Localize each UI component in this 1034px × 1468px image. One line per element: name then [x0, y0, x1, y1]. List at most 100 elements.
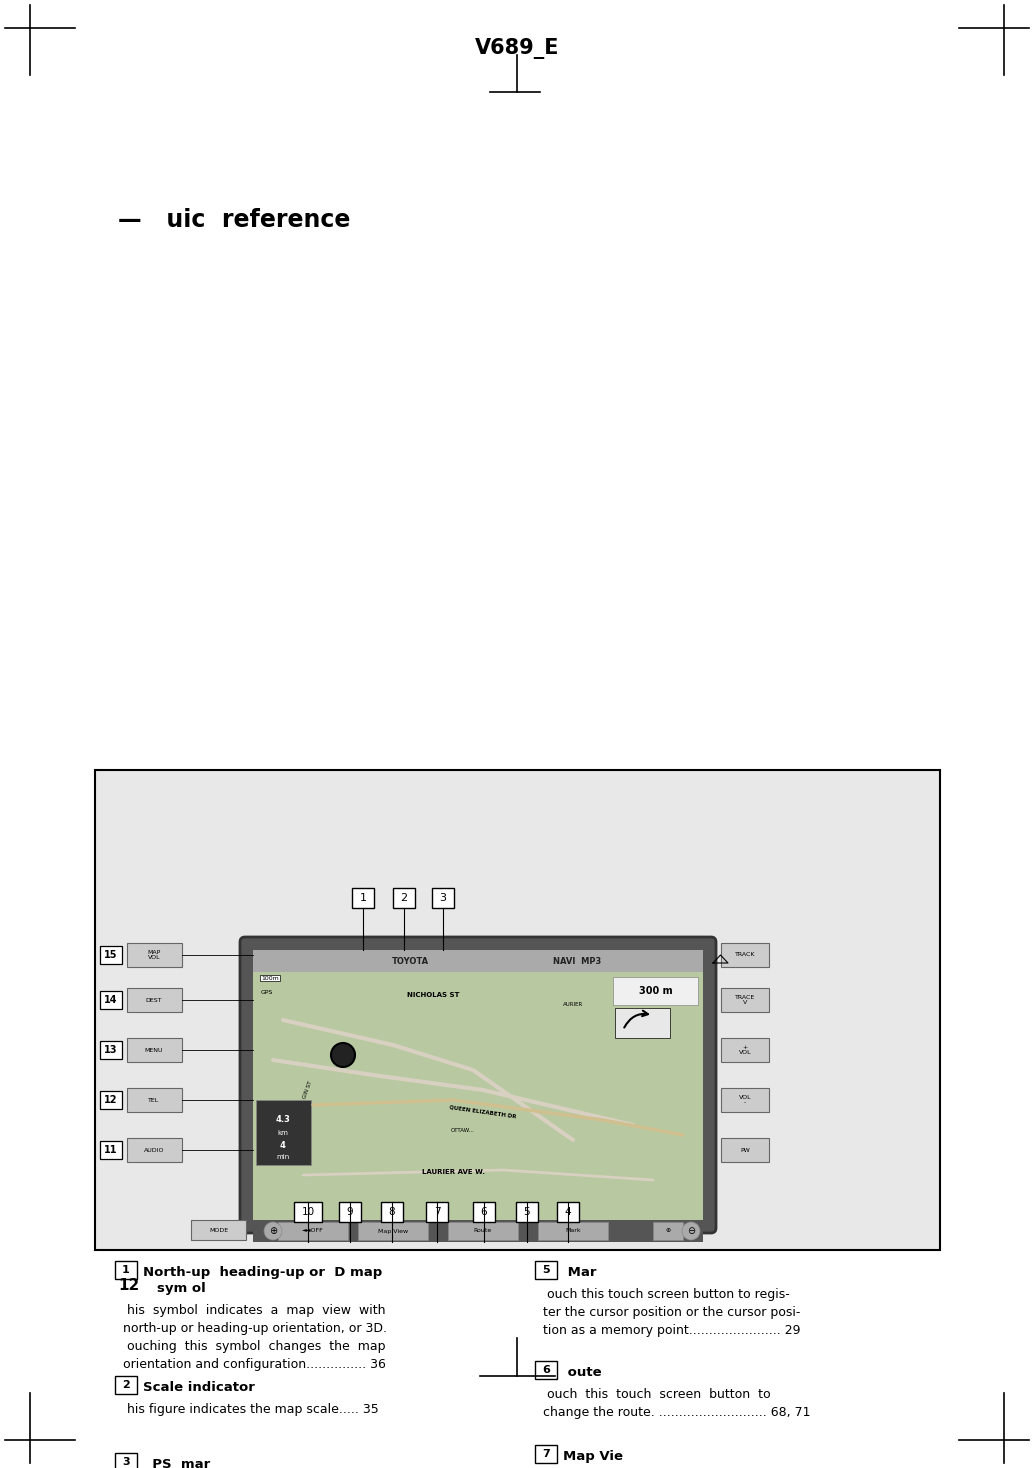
Text: V689_E: V689_E — [475, 38, 559, 59]
Text: 11: 11 — [104, 1145, 118, 1155]
Bar — [95, 771, 940, 1249]
Text: his  symbol  indicates  a  map  view  with
north-up or heading-up orientation, o: his symbol indicates a map view with nor… — [123, 1304, 387, 1371]
Text: +
VOL: + VOL — [738, 1045, 752, 1055]
Text: OTTAW...: OTTAW... — [451, 1127, 475, 1132]
Text: —   uic  reference: — uic reference — [118, 208, 351, 232]
Text: 12: 12 — [104, 1095, 118, 1105]
Bar — [253, 950, 703, 972]
Bar — [535, 1261, 557, 1279]
Text: 2: 2 — [122, 1380, 130, 1390]
Text: Mar: Mar — [562, 1265, 601, 1279]
Text: Mark: Mark — [566, 1229, 581, 1233]
Bar — [393, 888, 415, 909]
Bar — [100, 1091, 122, 1108]
Text: DEST: DEST — [146, 997, 162, 1003]
Text: ⊕: ⊕ — [269, 1226, 277, 1236]
Text: AURIER: AURIER — [562, 1003, 583, 1007]
Bar — [426, 1202, 448, 1221]
Text: km: km — [277, 1130, 288, 1136]
Text: sym ol: sym ol — [157, 1282, 206, 1295]
Text: 4: 4 — [280, 1142, 286, 1151]
Text: LAURIER AVE W.: LAURIER AVE W. — [422, 1169, 485, 1174]
Text: North-up  heading-up or  D map: North-up heading-up or D map — [143, 1265, 383, 1279]
Bar — [100, 991, 122, 1009]
Text: TRACE
V: TRACE V — [735, 995, 755, 1006]
Bar — [615, 1009, 670, 1038]
Bar — [100, 945, 122, 964]
Text: MAP
VOL: MAP VOL — [148, 950, 160, 960]
Text: 9: 9 — [346, 1207, 354, 1217]
Text: VOL
-: VOL - — [738, 1095, 752, 1105]
Bar — [653, 1221, 683, 1240]
Text: 15: 15 — [104, 950, 118, 960]
Text: oute: oute — [562, 1367, 602, 1378]
FancyBboxPatch shape — [240, 937, 716, 1233]
Text: Map Vie: Map Vie — [562, 1450, 628, 1464]
Text: ouch this touch screen button to regis-
ter the cursor position or the cursor po: ouch this touch screen button to regis- … — [543, 1287, 800, 1337]
Bar — [115, 1376, 136, 1395]
Text: Scale indicator: Scale indicator — [143, 1381, 254, 1395]
Text: 13: 13 — [104, 1045, 118, 1055]
Text: 100m: 100m — [261, 976, 279, 981]
Text: NAVI  MP3: NAVI MP3 — [553, 957, 601, 966]
Bar — [127, 1088, 182, 1111]
Text: GPS: GPS — [261, 989, 273, 994]
Bar — [100, 1141, 122, 1160]
Bar — [432, 888, 454, 909]
Text: 8: 8 — [389, 1207, 395, 1217]
Bar — [253, 950, 703, 1220]
Bar — [253, 1220, 703, 1242]
Text: MODE: MODE — [210, 1227, 229, 1233]
Text: 7: 7 — [542, 1449, 550, 1459]
Bar — [721, 988, 769, 1011]
Text: 4.3: 4.3 — [276, 1116, 291, 1124]
Text: 3: 3 — [122, 1458, 130, 1467]
Text: 4: 4 — [565, 1207, 572, 1217]
Bar — [613, 978, 698, 1006]
Bar — [557, 1202, 579, 1221]
Text: 7: 7 — [433, 1207, 440, 1217]
Text: Route: Route — [474, 1229, 492, 1233]
Bar — [516, 1202, 538, 1221]
Text: ◄◄OFF: ◄◄OFF — [302, 1229, 324, 1233]
Text: 1: 1 — [122, 1265, 130, 1276]
Bar — [191, 1220, 246, 1240]
Text: MENU: MENU — [145, 1048, 163, 1053]
Circle shape — [682, 1221, 700, 1240]
Text: 2: 2 — [400, 893, 407, 903]
Text: TRACK: TRACK — [735, 953, 755, 957]
Bar — [538, 1221, 608, 1240]
Text: Map View: Map View — [378, 1229, 408, 1233]
Bar — [100, 1041, 122, 1058]
Text: 3: 3 — [439, 893, 447, 903]
Bar — [721, 1038, 769, 1061]
Bar — [127, 988, 182, 1011]
Bar — [127, 1038, 182, 1061]
Text: ouch  this  touch  screen  button  to
change the route. ........................: ouch this touch screen button to change … — [543, 1389, 811, 1420]
Text: 5: 5 — [542, 1265, 550, 1276]
Bar — [127, 1138, 182, 1163]
Text: 12: 12 — [118, 1279, 140, 1293]
Bar — [339, 1202, 361, 1221]
Bar — [721, 1088, 769, 1111]
Bar — [352, 888, 374, 909]
Bar — [721, 1138, 769, 1163]
Text: GIN ST: GIN ST — [303, 1080, 313, 1100]
Bar — [381, 1202, 403, 1221]
Text: PS  mar: PS mar — [143, 1458, 210, 1468]
Circle shape — [331, 1042, 355, 1067]
Bar — [448, 1221, 518, 1240]
Bar — [721, 942, 769, 967]
Text: 10: 10 — [302, 1207, 314, 1217]
Bar — [473, 1202, 495, 1221]
Circle shape — [264, 1221, 282, 1240]
Bar — [278, 1221, 348, 1240]
Text: ⊕: ⊕ — [665, 1229, 671, 1233]
Bar — [115, 1261, 136, 1279]
Text: 6: 6 — [481, 1207, 487, 1217]
Text: min: min — [276, 1154, 290, 1160]
Bar — [256, 1100, 311, 1166]
Text: NICHOLAS ST: NICHOLAS ST — [406, 992, 459, 998]
Text: his figure indicates the map scale..... 35: his figure indicates the map scale..... … — [123, 1403, 378, 1417]
Text: 1: 1 — [360, 893, 366, 903]
